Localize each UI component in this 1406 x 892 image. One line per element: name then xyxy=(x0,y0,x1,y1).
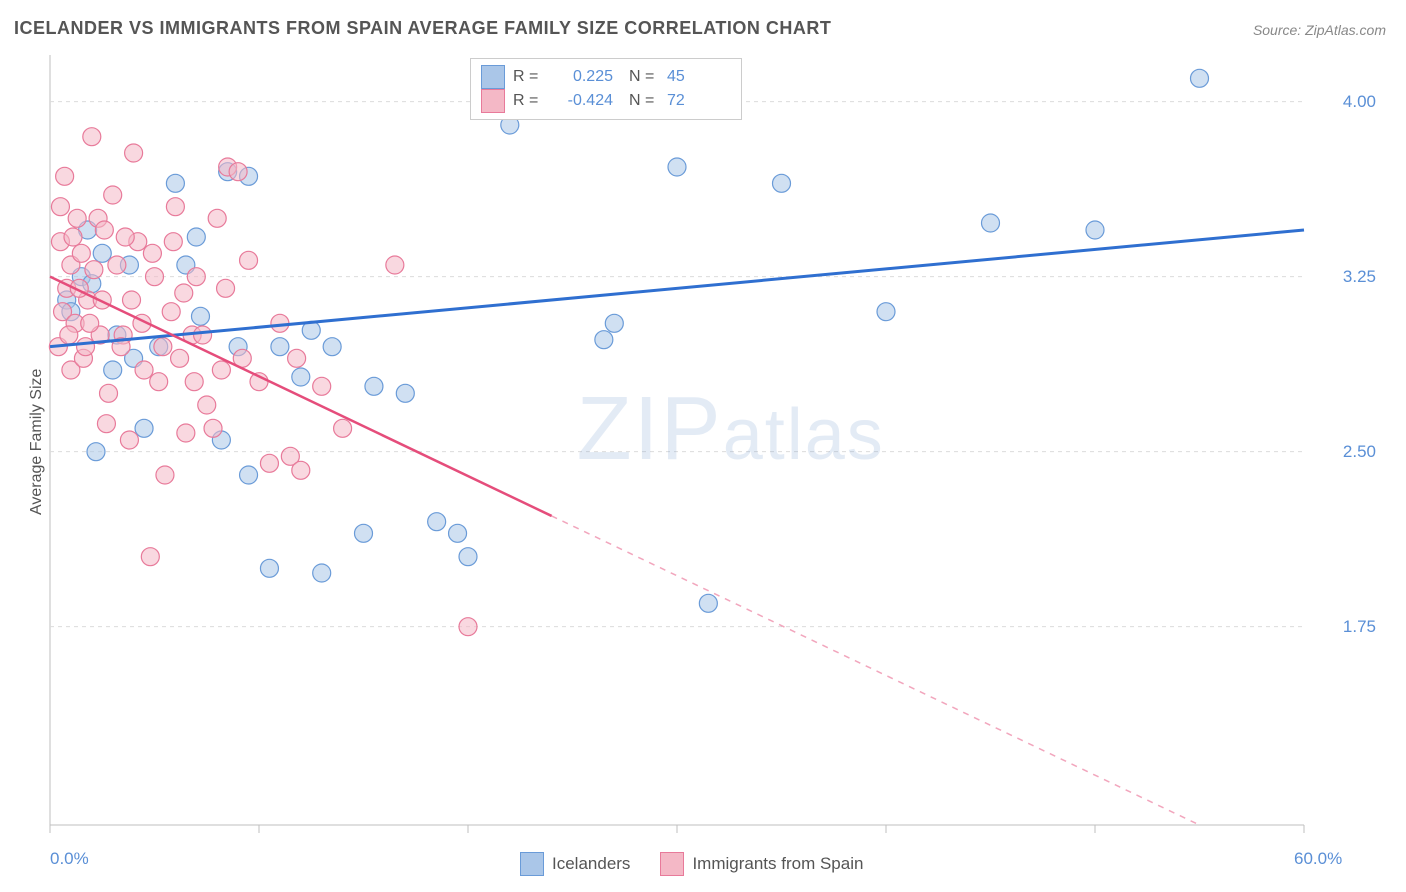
legend-r-value-1: 0.225 xyxy=(551,68,613,86)
series-1-name: Icelanders xyxy=(552,854,630,874)
legend-r-value-2: -0.424 xyxy=(551,92,613,110)
legend-n-label: N = xyxy=(629,68,659,86)
correlation-legend: R = 0.225 N = 45 R = -0.424 N = 72 xyxy=(470,58,742,120)
legend-swatch-series1 xyxy=(481,65,505,89)
y-axis-label: Average Family Size xyxy=(28,369,46,515)
legend-swatch-series2 xyxy=(481,89,505,113)
legend-n-label: N = xyxy=(629,92,659,110)
x-tick-label: 0.0% xyxy=(50,849,89,869)
legend-r-label: R = xyxy=(513,68,543,86)
y-tick-label: 2.50 xyxy=(1316,442,1376,462)
legend-swatch-series1 xyxy=(520,852,544,876)
y-tick-label: 1.75 xyxy=(1316,617,1376,637)
legend-r-label: R = xyxy=(513,92,543,110)
y-tick-label: 4.00 xyxy=(1316,92,1376,112)
legend-n-value-1: 45 xyxy=(667,68,727,86)
legend-n-value-2: 72 xyxy=(667,92,727,110)
x-tick-label: 60.0% xyxy=(1294,849,1342,869)
legend-swatch-series2 xyxy=(660,852,684,876)
series-2-name: Immigrants from Spain xyxy=(692,854,863,874)
watermark: ZIPatlas xyxy=(577,378,885,481)
series-legend: Icelanders Immigrants from Spain xyxy=(520,852,863,876)
y-tick-label: 3.25 xyxy=(1316,267,1376,287)
